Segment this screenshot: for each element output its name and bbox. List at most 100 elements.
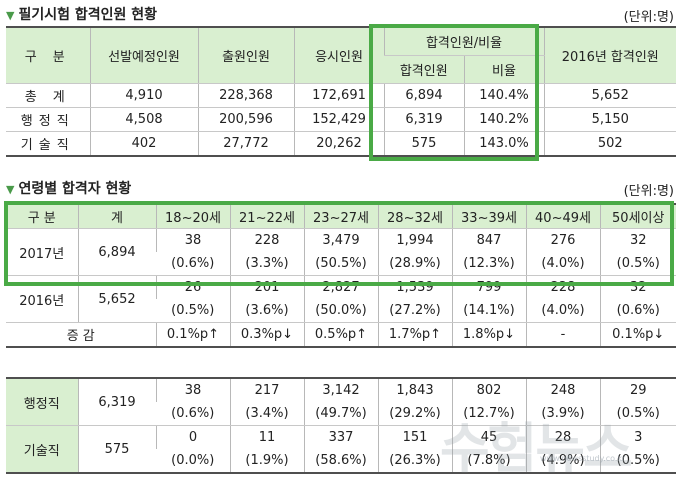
watermark-url: www.newsstudy.co.kr [540,454,626,463]
cell-pass2016: 5,652 [543,83,677,108]
cell-planned: 4,508 [89,107,198,132]
row-label: 총 계 [6,83,90,108]
table-row: (0.6%) (3.4%) (49.7%) (29.2%) (12.7%) (3… [6,402,676,426]
cell-count: 337 [303,425,378,449]
age-pass-table: 구 분 계 18~20세 21~22세 23~27세 28~32세 33~39세… [6,203,676,348]
cell-count: 0 [155,425,230,449]
cell-pass2016: 502 [543,131,677,157]
age-header-18-20: 18~20세 [155,204,230,229]
cell-pct: (29.2%) [377,402,452,426]
cell-count: 26 [155,275,230,299]
table-row: 기술직 575 0 11 337 151 45 28 3 [6,425,676,473]
cell-pct: (26.3%) [377,449,452,473]
watermark-logo: 수험뉴스 [440,417,633,480]
cell-count: 38 [155,378,230,402]
row-label-admin: 행정직 [6,378,78,426]
cell-pct: (0.5%) [599,402,676,426]
cell-takers: 152,429 [293,107,384,132]
cell-takers: 20,262 [293,131,384,157]
job-age-table: 행정직 6,319 38 217 3,142 1,843 802 248 29 … [6,377,676,474]
cell-pct: (58.6%) [303,449,378,473]
cell-total-tech: 575 [77,425,156,473]
table-row: 행정직 6,319 38 217 3,142 1,843 802 248 29 [6,378,676,426]
header-planned: 선발예정인원 [89,27,198,84]
cell-count: 201 [229,275,304,299]
cell-applicants: 27,772 [197,131,294,157]
cell-ratio: 140.4% [463,83,545,108]
cell-change: 1.8%p↓ [451,322,526,348]
cell-total-2017: 6,894 [77,228,156,276]
cell-count: 276 [525,228,600,252]
cell-pct: (3.6%) [229,299,304,323]
section1-unit: (단위:명) [623,10,674,25]
triangle-bullet-icon: ▼ [6,183,15,196]
table-row: 2016년 5,652 26 201 2,827 1,539 799 228 3… [6,275,676,323]
table-row-change: 증 감 0.1%p↑ 0.3%p↓ 0.5%p↑ 1.7%p↑ 1.8%p↓ -… [6,322,676,348]
cell-planned: 402 [89,131,198,157]
cell-count: 32 [599,275,676,299]
cell-count: 151 [377,425,452,449]
row-label-change: 증 감 [6,322,156,348]
table-row: 총 계 4,910 228,368 172,691 6,894 140.4% 5… [6,83,677,108]
cell-applicants: 228,368 [197,83,294,108]
cell-count: 11 [229,425,304,449]
age-header-21-22: 21~22세 [229,204,304,229]
age-header-40-49: 40~49세 [525,204,600,229]
cell-count: 32 [599,228,676,252]
table-row: 2017년 6,894 38 228 3,479 1,994 847 276 3… [6,228,676,276]
cell-count: 228 [525,275,600,299]
age-header-28-32: 28~32세 [377,204,452,229]
row-label: 기술직 [6,131,90,157]
cell-count: 29 [599,378,676,402]
cell-count: 248 [525,378,600,402]
row-label-tech: 기술직 [6,425,78,473]
cell-passed: 6,894 [383,83,464,108]
cell-count: 228 [229,228,304,252]
cell-count: 1,994 [377,228,452,252]
cell-pct: (14.1%) [451,299,526,323]
cell-pct: (4.0%) [525,252,600,276]
cell-applicants: 200,596 [197,107,294,132]
cell-count: 217 [229,378,304,402]
cell-pct: (0.0%) [171,453,215,468]
row-label: 행정직 [6,107,90,132]
cell-pct: (27.2%) [377,299,452,323]
cell-count: 38 [155,228,230,252]
cell-pct: (4.9%) [525,449,600,473]
cell-change: 1.7%p↑ [377,322,452,348]
cell-pct: (7.8%) [451,449,526,473]
age-header-33-39: 33~39세 [451,204,526,229]
pass-count-table: 구 분 선발예정인원 출원인원 응시인원 합격인원/비율 2016년 합격인원 … [6,26,677,157]
cell-takers: 172,691 [293,83,384,108]
header-ratio: 비율 [463,55,545,84]
table-row: (0.5%) (3.6%) (50.0%) (27.2%) (14.1%) (4… [6,299,676,323]
cell-total-2016: 5,652 [77,275,156,323]
cell-total-admin: 6,319 [77,378,156,426]
cell-change: - [525,322,600,348]
cell-pct: (49.7%) [303,402,378,426]
table-row: 기술직 402 27,772 20,262 575 143.0% 502 [6,131,677,157]
header-passed: 합격인원 [384,55,464,84]
row-label-2016: 2016년 [6,275,78,323]
table-row: 행정직 4,508 200,596 152,429 6,319 140.2% 5… [6,107,677,132]
table-row: (0.0%) (1.9%) (58.6%) (26.3%) (7.8%) (4.… [6,449,676,473]
header-applicants: 출원인원 [197,27,294,84]
cell-pct: (12.7%) [451,402,526,426]
cell-pass2016: 5,150 [543,107,677,132]
cell-count: 802 [451,378,526,402]
section2-title: ▼ 연령별 합격자 현황 [6,178,131,198]
cell-pct: (0.6%) [156,402,230,426]
cell-pct: (4.0%) [525,299,600,323]
age-header-category: 구 분 [6,204,78,229]
cell-change: 0.3%p↓ [229,322,304,348]
cell-planned: 4,910 [89,83,198,108]
cell-count: 1,843 [377,378,452,402]
cell-ratio: 143.0% [463,131,545,157]
cell-ratio: 140.2% [463,107,545,132]
cell-count: 28 [525,425,600,449]
section1-title-text: 필기시험 합격인원 현황 [18,7,158,23]
table-row: (0.6%) (3.3%) (50.5%) (28.9%) (12.3%) (4… [6,252,676,276]
header-pass2016: 2016년 합격인원 [543,27,677,84]
header-takers: 응시인원 [293,27,384,84]
triangle-bullet-icon: ▼ [6,9,15,22]
